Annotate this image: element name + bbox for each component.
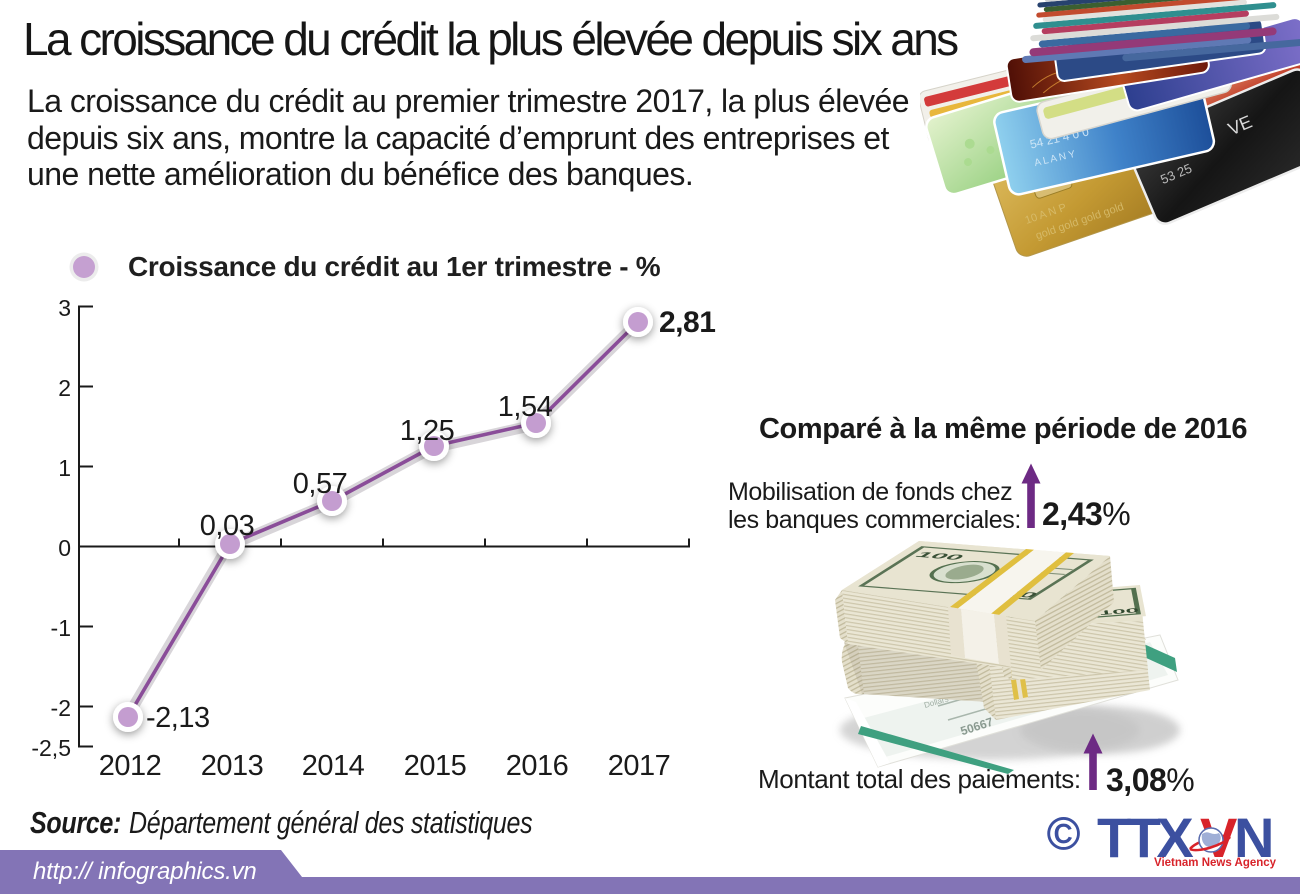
svg-text:1: 1	[58, 455, 71, 481]
svg-text:2014: 2014	[302, 750, 365, 782]
svg-text:100: 100	[1098, 606, 1139, 616]
svg-text:1,54: 1,54	[498, 391, 553, 423]
svg-text:2016: 2016	[506, 750, 569, 782]
svg-text:-2,13: -2,13	[146, 702, 210, 734]
svg-text:Vietnam News Agency: Vietnam News Agency	[1154, 857, 1277, 869]
svg-text:2013: 2013	[201, 750, 264, 782]
svg-text:0,03: 0,03	[200, 510, 254, 542]
svg-text:2: 2	[58, 375, 71, 401]
svg-text:2012: 2012	[99, 750, 162, 782]
svg-text:N: N	[1234, 806, 1271, 869]
svg-text:2017: 2017	[608, 750, 671, 782]
svg-text:0,57: 0,57	[293, 468, 347, 500]
svg-text:1,25: 1,25	[400, 415, 454, 447]
svg-text:3: 3	[58, 295, 71, 321]
svg-text:-2: -2	[51, 695, 71, 721]
svg-text:TTX: TTX	[1097, 806, 1193, 869]
svg-text:100: 100	[911, 551, 967, 562]
svg-text:©: ©	[1047, 808, 1080, 859]
svg-text:0: 0	[58, 535, 71, 561]
svg-text:2015: 2015	[404, 750, 467, 782]
svg-text:-2,5: -2,5	[31, 735, 71, 761]
svg-text:2,81: 2,81	[659, 306, 715, 339]
svg-text:-1: -1	[51, 615, 71, 641]
